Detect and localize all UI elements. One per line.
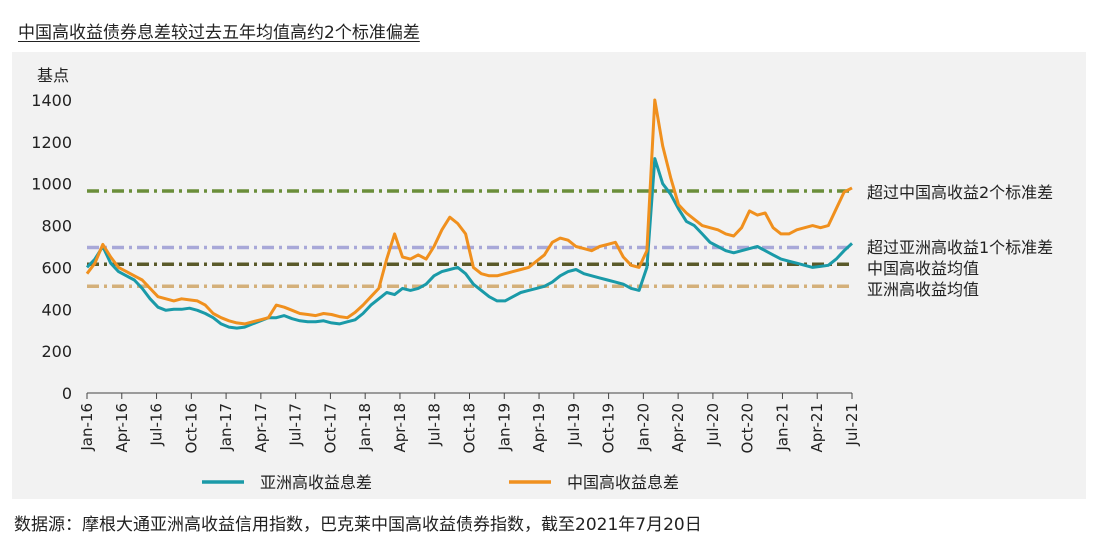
x-tick-label: Jan-19 bbox=[495, 403, 513, 452]
chart-panel: 基点 0 200 400 600 800 1000 1200 1400 Jan-16 Apr-1… bbox=[12, 52, 1086, 499]
x-tick-label: Oct-17 bbox=[321, 403, 339, 453]
reference-line-label: 亚洲高收益均值 bbox=[867, 280, 979, 299]
y-axis-ticks: 0 200 400 600 800 1000 1200 1400 bbox=[31, 91, 72, 403]
source-note: 数据源：摩根大通亚洲高收益信用指数，巴克莱中国高收益债券指数，截至2021年7月… bbox=[14, 515, 702, 535]
x-tick-label: Jan-18 bbox=[356, 403, 374, 452]
x-tick-label: Jan-20 bbox=[634, 403, 652, 452]
y-tick-label: 600 bbox=[41, 258, 72, 277]
x-tick-label: Oct-19 bbox=[600, 403, 618, 453]
x-tick-label: Oct-20 bbox=[739, 403, 757, 453]
x-tick-label: Apr-20 bbox=[669, 403, 687, 453]
x-tick-label: Oct-18 bbox=[461, 403, 479, 453]
y-tick-label: 400 bbox=[41, 300, 72, 319]
x-tick-label: Apr-21 bbox=[808, 403, 826, 453]
x-tick-label: Apr-17 bbox=[252, 403, 270, 453]
x-tick-label: Jul-18 bbox=[426, 403, 444, 447]
x-tick-label: Jul-16 bbox=[148, 403, 166, 447]
x-tick-label: Apr-19 bbox=[530, 403, 548, 453]
reference-line-label: 中国高收益均值 bbox=[867, 259, 979, 278]
x-tick-label: Jul-21 bbox=[843, 403, 861, 447]
x-axis: Jan-16 Apr-16 Jul-16 Oct-16 Jan-17 Apr-17 Jul-… bbox=[78, 392, 861, 453]
y-axis-label: 基点 bbox=[37, 66, 69, 85]
x-tick-label: Jul-19 bbox=[565, 403, 583, 447]
x-tick-label: Jul-20 bbox=[704, 403, 722, 447]
legend-label: 亚洲高收益息差 bbox=[260, 473, 372, 492]
x-tick-label: Jan-16 bbox=[78, 403, 96, 452]
chart-title: 中国高收益债券息差较过去五年均值高约2个标准偏差 bbox=[18, 23, 420, 43]
x-tick-label: Apr-18 bbox=[391, 403, 409, 453]
series-line bbox=[85, 157, 854, 330]
x-tick-label: Jan-21 bbox=[773, 403, 791, 452]
x-tick-label: Apr-16 bbox=[113, 403, 131, 453]
reference-line-label: 超过亚洲高收益1个标准差 bbox=[867, 238, 1053, 257]
y-tick-label: 1200 bbox=[31, 133, 72, 152]
series-line bbox=[85, 98, 853, 326]
x-tick-label: Oct-16 bbox=[182, 403, 200, 453]
x-tick-label: Jul-17 bbox=[287, 403, 305, 447]
y-tick-label: 200 bbox=[41, 342, 72, 361]
legend-label: 中国高收益息差 bbox=[567, 473, 679, 492]
y-tick-label: 1400 bbox=[31, 91, 72, 110]
y-tick-label: 800 bbox=[41, 217, 72, 236]
series-lines bbox=[85, 98, 854, 330]
reference-line-label: 超过中国高收益2个标准差 bbox=[867, 183, 1053, 202]
x-tick-label: Jan-17 bbox=[217, 403, 235, 452]
legend: 亚洲高收益息差 中国高收益息差 bbox=[202, 473, 679, 492]
y-tick-label: 1000 bbox=[31, 175, 72, 194]
y-tick-label: 0 bbox=[62, 384, 72, 403]
line-chart: 基点 0 200 400 600 800 1000 1200 1400 Jan-16 Apr-1… bbox=[31, 66, 1053, 492]
